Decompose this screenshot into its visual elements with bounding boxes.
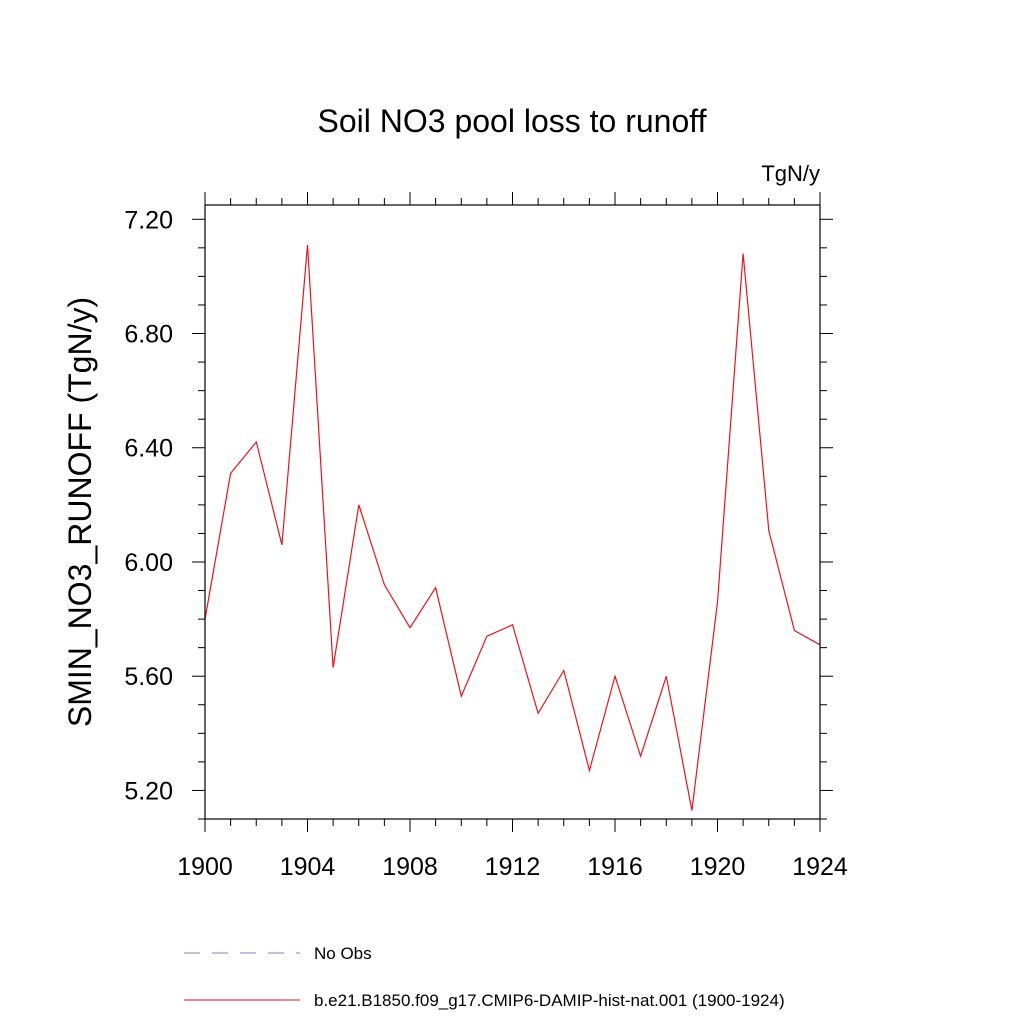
series-line: [204, 244, 821, 811]
y-tick-label: 7.20: [124, 206, 173, 234]
series-layer: [204, 244, 821, 811]
x-tick-label: 1900: [177, 853, 233, 881]
y-axis-label: SMIN_NO3_RUNOFF (TgN/y): [62, 297, 98, 727]
plot-frame: [204, 204, 821, 820]
legend-label: No Obs: [314, 944, 372, 963]
x-tick-label: 1904: [280, 853, 336, 881]
legend-label: b.e21.B1850.f09_g17.CMIP6-DAMIP-hist-nat…: [314, 991, 785, 1010]
x-tick-label: 1920: [690, 853, 746, 881]
y-tick-label: 6.00: [124, 549, 173, 577]
y-tick-label: 6.40: [124, 435, 173, 463]
x-tick-label: 1908: [382, 853, 438, 881]
y-tick-label: 5.20: [124, 777, 173, 805]
x-tick-label: 1924: [792, 853, 848, 881]
y-tick-label: 5.60: [124, 663, 173, 691]
units-label: TgN/y: [761, 161, 820, 186]
y-tick-label: 6.80: [124, 321, 173, 349]
chart-title: Soil NO3 pool loss to runoff: [318, 103, 707, 139]
axis-ticks: 1900 1904 1908 1912 1916 1920 1924 5.20 5.60 6.00…: [124, 192, 848, 881]
x-tick-label: 1916: [587, 853, 643, 881]
x-tick-label: 1912: [485, 853, 541, 881]
legend: No Obs b.e21.B1850.f09_g17.CMIP6-DAMIP-hi…: [184, 944, 785, 1010]
